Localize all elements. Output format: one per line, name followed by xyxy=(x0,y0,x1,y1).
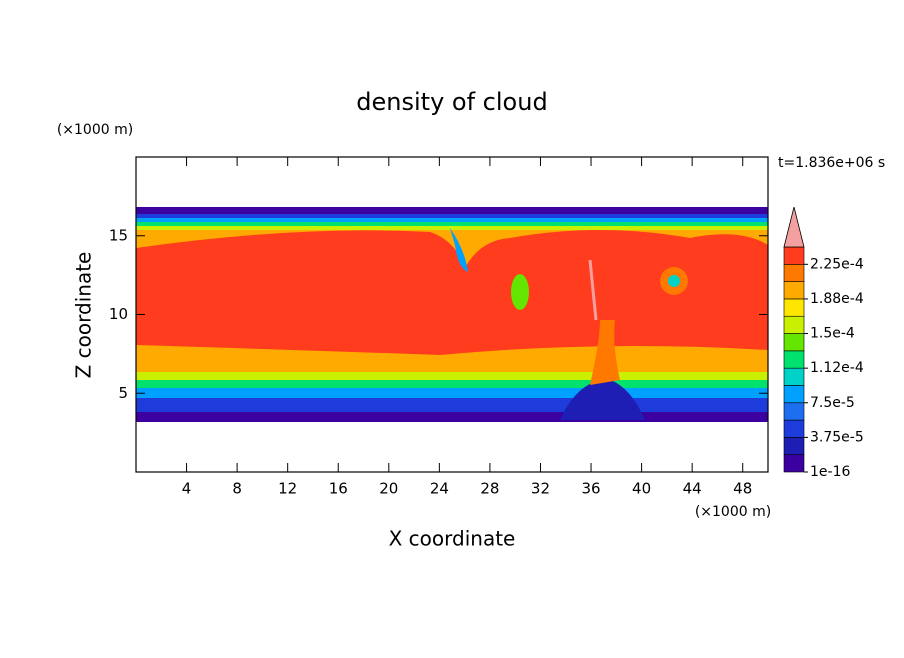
y-tick-label: 10 xyxy=(109,305,128,323)
colorbar-box xyxy=(783,281,805,300)
colorbar-label: 1e-16 xyxy=(810,464,850,480)
x-tick-label: 20 xyxy=(379,480,398,498)
x-tick-label: 28 xyxy=(480,480,499,498)
colorbar-box xyxy=(783,246,805,265)
colorbar-box xyxy=(783,437,805,455)
y-unit: (×1000 m) xyxy=(57,122,133,138)
chart-title: density of cloud xyxy=(356,88,547,116)
time-label: t=1.836e+06 s xyxy=(778,155,885,171)
x-tick-label: 40 xyxy=(632,480,651,498)
y-tick-label: 5 xyxy=(118,384,128,402)
colorbar-box xyxy=(783,454,805,473)
x-unit: (×1000 m) xyxy=(695,504,771,520)
colorbar-box xyxy=(783,402,805,421)
x-tick-label: 12 xyxy=(278,480,297,498)
colorbar-label: 7.5e-5 xyxy=(810,395,855,411)
colorbar-box xyxy=(783,419,805,438)
contour-field xyxy=(136,207,768,422)
colorbar-label: 3.75e-5 xyxy=(810,429,864,445)
colorbar-label: 2.25e-4 xyxy=(810,256,864,272)
colorbar-box xyxy=(783,315,805,334)
x-tick-label: 36 xyxy=(581,480,600,498)
colorbar-box xyxy=(783,367,805,386)
x-tick-label: 32 xyxy=(531,480,550,498)
colorbar-label: 1.12e-4 xyxy=(810,360,864,376)
y-axis-label: Z coordinate xyxy=(72,252,96,379)
y-tick-label: 15 xyxy=(109,226,128,244)
colorbar-box xyxy=(783,264,805,282)
colorbar-extend xyxy=(783,206,805,248)
colorbar-box xyxy=(783,350,805,369)
colorbar-box xyxy=(783,298,805,317)
x-tick-label: 48 xyxy=(733,480,752,498)
x-tick-label: 8 xyxy=(232,480,242,498)
colorbar-box xyxy=(783,385,805,404)
colorbar-box xyxy=(783,333,805,352)
x-tick-label: 44 xyxy=(683,480,702,498)
x-tick-label: 24 xyxy=(430,480,449,498)
colorbar-label: 1.88e-4 xyxy=(810,291,864,307)
colorbar-label: 1.5e-4 xyxy=(810,326,855,342)
x-tick-label: 16 xyxy=(329,480,348,498)
x-axis-label: X coordinate xyxy=(389,527,516,551)
x-tick-label: 4 xyxy=(182,480,192,498)
